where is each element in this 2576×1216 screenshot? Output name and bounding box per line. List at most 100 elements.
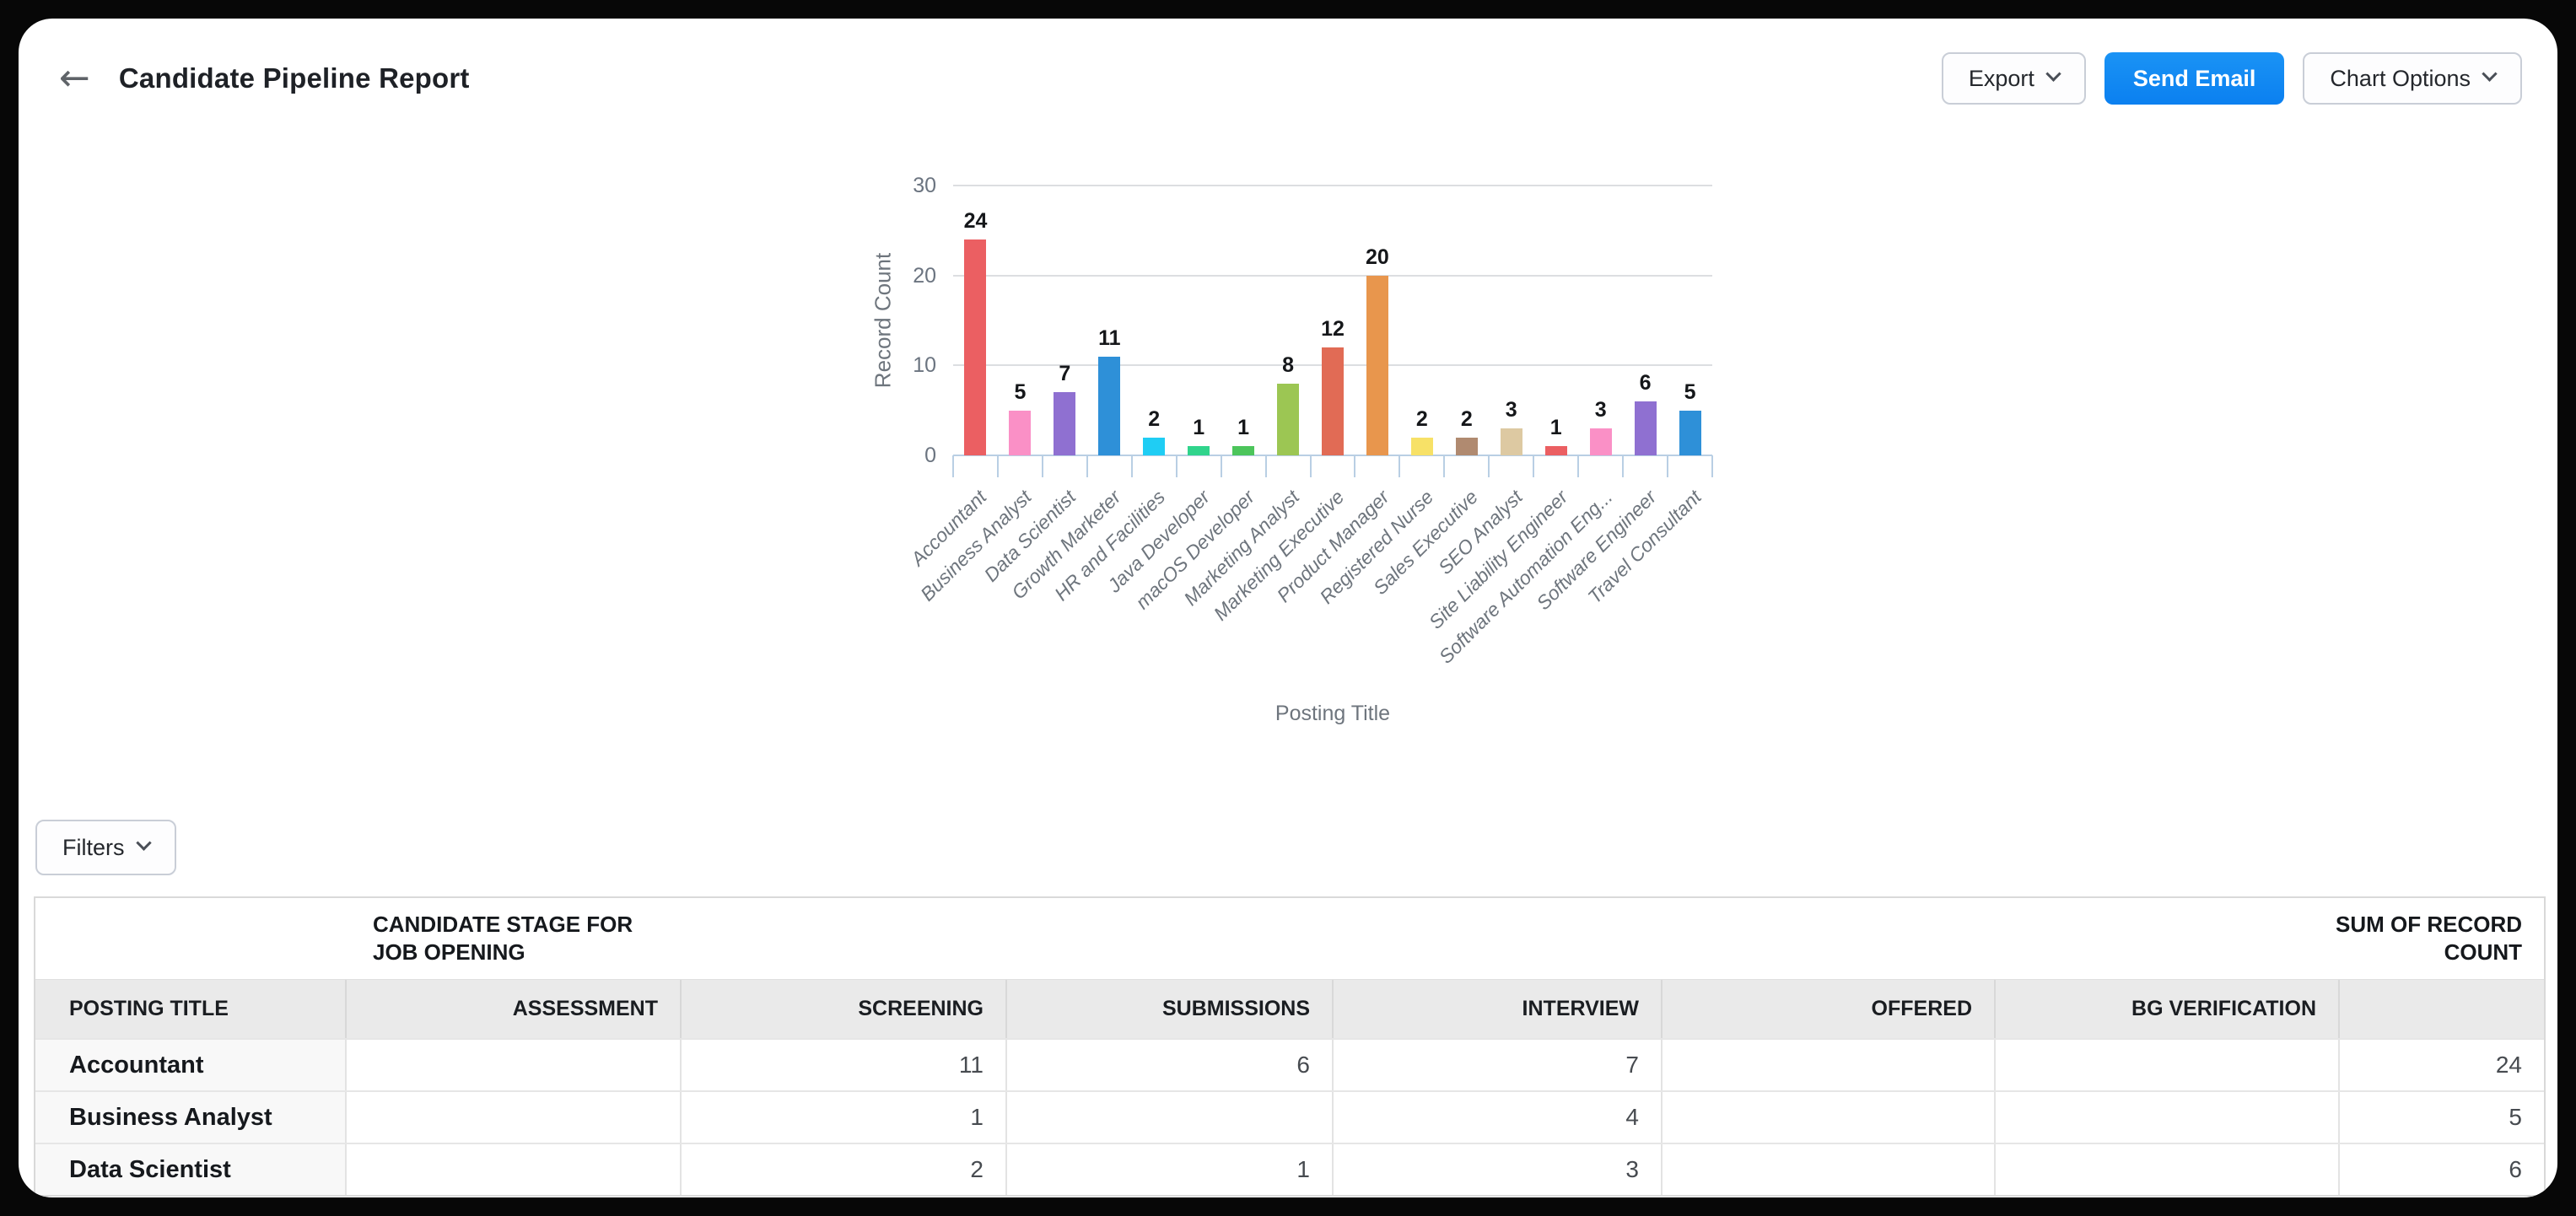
x-axis-tickmark bbox=[1130, 455, 1133, 477]
column-header-sum bbox=[2338, 980, 2544, 1038]
x-axis-tickmark bbox=[1622, 455, 1625, 477]
row-submissions: 1 bbox=[1005, 1144, 1332, 1195]
report-window: ← Candidate Pipeline Report Export Send … bbox=[19, 19, 2557, 1197]
y-axis-title: Record Count bbox=[870, 252, 896, 389]
x-axis-tickmark bbox=[1354, 455, 1356, 477]
export-button[interactable]: Export bbox=[1941, 52, 2086, 105]
row-bg-verification bbox=[1994, 1040, 2338, 1090]
y-gridline bbox=[953, 274, 1712, 277]
bar-business-analyst[interactable] bbox=[1009, 410, 1032, 455]
row-screening: 1 bbox=[680, 1092, 1005, 1143]
chevron-down-icon bbox=[2482, 65, 2498, 82]
bar-value-label: 3 bbox=[1505, 398, 1517, 422]
bar-value-label: 8 bbox=[1282, 352, 1294, 377]
filters-button[interactable]: Filters bbox=[35, 820, 176, 875]
x-axis-tickmark bbox=[1443, 455, 1446, 477]
x-axis-line bbox=[953, 455, 1712, 456]
row-assessment bbox=[345, 1040, 680, 1090]
bar-value-label: 3 bbox=[1594, 398, 1607, 422]
bar-hr-and-facilities[interactable] bbox=[1143, 437, 1166, 455]
chart-options-button-label: Chart Options bbox=[2330, 65, 2471, 91]
bar-marketing-analyst[interactable] bbox=[1277, 383, 1300, 455]
y-axis-tick-label: 0 bbox=[924, 444, 936, 467]
y-axis-tick-label: 30 bbox=[913, 174, 936, 197]
row-screening: 11 bbox=[680, 1040, 1005, 1090]
column-header-assessment: ASSESSMENT bbox=[345, 980, 680, 1038]
x-axis-tickmark bbox=[1309, 455, 1312, 477]
column-header-interview: INTERVIEW bbox=[1332, 980, 1661, 1038]
row-assessment bbox=[345, 1092, 680, 1143]
report-header: ← Candidate Pipeline Report Export Send … bbox=[56, 49, 2522, 108]
row-submissions: 6 bbox=[1005, 1040, 1332, 1090]
column-header-bg-verification: BG VERIFICATION bbox=[1994, 980, 2338, 1038]
row-sum: 6 bbox=[2338, 1144, 2544, 1195]
row-posting-title: Data Scientist bbox=[35, 1144, 345, 1195]
bar-registered-nurse[interactable] bbox=[1410, 437, 1433, 455]
row-interview: 7 bbox=[1332, 1040, 1661, 1090]
row-sum: 24 bbox=[2338, 1040, 2544, 1090]
bar-value-label: 7 bbox=[1059, 362, 1071, 386]
row-posting-title: Accountant bbox=[35, 1040, 345, 1090]
row-offered bbox=[1661, 1040, 1994, 1090]
row-offered bbox=[1661, 1092, 1994, 1143]
bar-software-engineer[interactable] bbox=[1634, 401, 1657, 455]
x-axis-title: Posting Title bbox=[1275, 702, 1391, 725]
bar-site-liability-engineer[interactable] bbox=[1544, 446, 1567, 455]
row-screening: 2 bbox=[680, 1144, 1005, 1195]
x-axis-tickmark bbox=[996, 455, 999, 477]
bar-data-scientist[interactable] bbox=[1054, 392, 1076, 455]
bar-macos-developer[interactable] bbox=[1232, 446, 1255, 455]
table-group-header-row: CANDIDATE STAGE FOR JOB OPENING SUM OF R… bbox=[35, 898, 2544, 979]
table-column-header-row: POSTING TITLE ASSESSMENT SCREENING SUBMI… bbox=[35, 979, 2544, 1038]
bar-sales-executive[interactable] bbox=[1455, 437, 1478, 455]
arrow-left-icon: ← bbox=[59, 56, 90, 100]
row-assessment bbox=[345, 1144, 680, 1195]
x-axis-tickmark bbox=[1041, 455, 1043, 477]
bar-value-label: 11 bbox=[1098, 326, 1121, 350]
row-submissions bbox=[1005, 1092, 1332, 1143]
bar-java-developer[interactable] bbox=[1188, 446, 1210, 455]
group-header-candidate-stage: CANDIDATE STAGE FOR JOB OPENING bbox=[373, 912, 633, 965]
bar-accountant[interactable] bbox=[964, 239, 987, 455]
send-email-button[interactable]: Send Email bbox=[2104, 52, 2285, 105]
bar-value-label: 5 bbox=[1014, 379, 1027, 404]
x-axis-tickmark bbox=[1488, 455, 1490, 477]
x-axis-tickmark bbox=[1398, 455, 1401, 477]
table-row: Accountant 11 6 7 24 bbox=[35, 1038, 2544, 1090]
y-axis-tick-label: 20 bbox=[913, 263, 936, 288]
row-bg-verification bbox=[1994, 1144, 2338, 1195]
bar-product-manager[interactable] bbox=[1366, 275, 1388, 455]
bar-software-automation-eng-[interactable] bbox=[1589, 428, 1612, 455]
bar-seo-analyst[interactable] bbox=[1500, 428, 1522, 455]
page-title: Candidate Pipeline Report bbox=[118, 62, 470, 94]
bar-value-label: 1 bbox=[1237, 416, 1250, 440]
table-row: Data Scientist 2 1 3 6 bbox=[35, 1143, 2544, 1195]
x-axis-tickmark bbox=[1220, 455, 1222, 477]
row-bg-verification bbox=[1994, 1092, 2338, 1143]
chevron-down-icon bbox=[135, 834, 152, 851]
record-count-bar-chart: 0 10 20 30 24 Accountant 5 Business Analyst 7 Dat… bbox=[862, 162, 1790, 752]
bar-value-label: 1 bbox=[1549, 416, 1562, 440]
bar-value-label: 20 bbox=[1366, 245, 1389, 269]
chart-options-button[interactable]: Chart Options bbox=[2303, 52, 2522, 105]
row-interview: 3 bbox=[1332, 1144, 1661, 1195]
column-header-screening: SCREENING bbox=[680, 980, 1005, 1038]
pipeline-table: CANDIDATE STAGE FOR JOB OPENING SUM OF R… bbox=[34, 896, 2546, 1197]
bar-value-label: 12 bbox=[1321, 317, 1345, 341]
row-offered bbox=[1661, 1144, 1994, 1195]
row-posting-title: Business Analyst bbox=[35, 1092, 345, 1143]
back-button[interactable]: ← bbox=[56, 60, 94, 97]
send-email-button-label: Send Email bbox=[2132, 65, 2256, 91]
column-header-submissions: SUBMISSIONS bbox=[1005, 980, 1332, 1038]
column-header-offered: OFFERED bbox=[1661, 980, 1994, 1038]
bar-travel-consultant[interactable] bbox=[1679, 410, 1701, 455]
bar-marketing-executive[interactable] bbox=[1322, 347, 1344, 455]
bar-growth-marketer[interactable] bbox=[1098, 356, 1121, 455]
x-axis-tickmark bbox=[1533, 455, 1535, 477]
row-interview: 4 bbox=[1332, 1092, 1661, 1143]
bar-value-label: 2 bbox=[1415, 406, 1428, 431]
x-axis-tickmark bbox=[1086, 455, 1088, 477]
y-axis-tick-label: 10 bbox=[913, 353, 936, 378]
x-axis-tickmark bbox=[1175, 455, 1178, 477]
header-actions: Export Send Email Chart Options bbox=[1941, 52, 2522, 105]
